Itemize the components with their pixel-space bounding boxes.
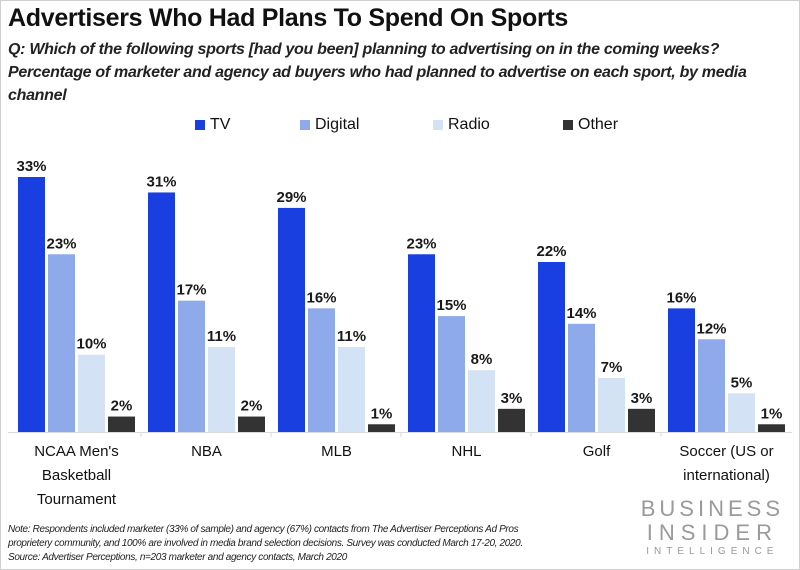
bar-tv-2 (278, 207, 305, 432)
data-label-radio-4: 7% (601, 359, 623, 376)
category-label-line: NBA (191, 443, 222, 460)
data-label-radio-3: 8% (471, 351, 493, 368)
category-label-line: Tournament (36, 491, 117, 508)
data-label-digital-2: 16% (306, 289, 336, 306)
chart-subtitle: Q: Which of the following sports [had yo… (8, 41, 747, 104)
data-label-tv-5: 16% (666, 289, 696, 306)
bar-tv-0 (18, 177, 45, 432)
logo-insider: INSIDER (646, 520, 778, 545)
legend-item-radio: Radio (433, 116, 490, 134)
legend-item-other: Other (563, 116, 618, 134)
data-label-digital-1: 17% (176, 282, 206, 299)
bar-other-4 (628, 408, 655, 432)
category-label-line: NCAA Men's (34, 443, 119, 460)
category-label-line: international) (683, 467, 770, 484)
bar-digital-0 (48, 254, 75, 432)
category-label: NBA (137, 440, 277, 464)
source-line: Source: Advertiser Perceptions, n=203 ma… (8, 552, 347, 563)
legend-label: Radio (448, 116, 490, 133)
data-label-other-0: 2% (111, 398, 133, 415)
bar-other-0 (108, 416, 135, 432)
category-label: NCAA Men's Basketball Tournament (7, 440, 147, 512)
category-label: NHL (397, 440, 537, 464)
data-label-other-5: 1% (761, 405, 783, 422)
bar-radio-5 (728, 393, 755, 432)
bar-digital-5 (698, 339, 725, 432)
data-label-tv-0: 33% (16, 158, 46, 175)
category-label-line: MLB (321, 443, 352, 460)
legend-label: Other (578, 116, 619, 133)
data-label-radio-1: 11% (207, 328, 236, 345)
legend-item-digital: Digital (300, 116, 359, 134)
data-label-other-4: 3% (631, 390, 653, 407)
data-label-other-1: 2% (241, 398, 263, 415)
logo-business: BUSINESS (640, 496, 784, 521)
footnote-line: Note: Respondents included marketer (33%… (8, 524, 519, 535)
bar-other-5 (758, 424, 785, 432)
category-label-line: Basketball (41, 467, 112, 484)
legend-item-tv: TV (195, 116, 230, 134)
bar-digital-2 (308, 308, 335, 432)
footnote: Note: Respondents included marketer (33%… (8, 523, 648, 565)
data-label-radio-5: 5% (731, 374, 753, 391)
bar-radio-1 (208, 347, 235, 432)
bar-digital-3 (438, 316, 465, 432)
bar-other-1 (238, 416, 265, 432)
legend-label: TV (210, 116, 231, 133)
bar-digital-4 (568, 323, 595, 432)
legend-label: Digital (315, 116, 360, 133)
category-label-line: Soccer (US or (679, 443, 774, 460)
legend-swatch-other (563, 120, 573, 130)
data-label-digital-3: 15% (436, 297, 466, 314)
chart-title: Advertisers Who Had Plans To Spend On Sp… (8, 4, 569, 32)
bar-radio-2 (338, 347, 365, 432)
data-label-tv-1: 31% (146, 173, 176, 190)
bar-other-2 (368, 424, 395, 432)
data-label-tv-4: 22% (536, 243, 566, 260)
bar-digital-1 (178, 300, 205, 432)
business-insider-logo: BUSINESS INSIDER INTELLIGENCE (641, 497, 784, 559)
footnote-line: proprietery community, and 100% are invo… (8, 538, 523, 549)
bar-tv-5 (668, 308, 695, 432)
data-label-other-3: 3% (501, 390, 523, 407)
category-label: Golf (527, 440, 667, 464)
category-label: Soccer (US or international) (657, 440, 797, 488)
bar-tv-3 (408, 254, 435, 432)
bar-radio-3 (468, 370, 495, 432)
category-label-line: NHL (451, 443, 482, 460)
legend: TV Digital Radio Other (0, 116, 800, 138)
data-label-other-2: 1% (371, 405, 393, 422)
data-label-tv-2: 29% (276, 189, 306, 206)
data-label-digital-0: 23% (46, 235, 76, 252)
legend-swatch-tv (195, 120, 205, 130)
data-label-digital-5: 12% (696, 320, 726, 337)
logo-intelligence: INTELLIGENCE (646, 546, 779, 557)
data-label-radio-0: 10% (76, 336, 106, 353)
bar-other-3 (498, 408, 525, 432)
category-label: MLB (267, 440, 407, 464)
data-label-radio-2: 11% (337, 328, 366, 345)
bar-radio-0 (78, 354, 105, 432)
category-label-line: Golf (582, 443, 611, 460)
data-label-tv-3: 23% (406, 235, 436, 252)
bar-tv-1 (148, 192, 175, 432)
legend-swatch-radio (433, 120, 443, 130)
bar-radio-4 (598, 377, 625, 432)
legend-swatch-digital (300, 120, 310, 130)
data-label-digital-4: 14% (566, 305, 596, 322)
bar-tv-4 (538, 262, 565, 432)
